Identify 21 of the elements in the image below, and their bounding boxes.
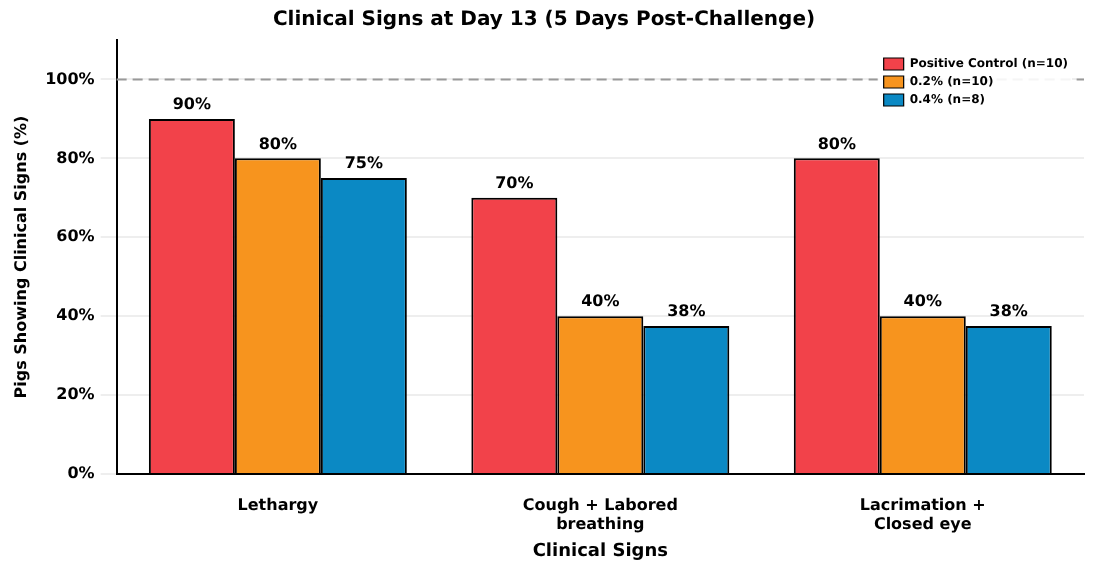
data-label: 40% bbox=[903, 292, 942, 311]
data-label: 38% bbox=[989, 302, 1028, 321]
x-axis-title: Clinical Signs bbox=[532, 541, 668, 562]
data-label: 80% bbox=[258, 134, 298, 153]
data-label: 90% bbox=[172, 95, 212, 114]
data-label: 40% bbox=[581, 292, 620, 311]
chart-title: Clinical Signs at Day 13 (5 Days Post-Challenge) bbox=[272, 9, 816, 32]
data-label: 70% bbox=[495, 173, 534, 192]
y-tick-label: 60% bbox=[56, 227, 95, 246]
data-label: 38% bbox=[667, 302, 706, 321]
x-tick-label: Lacrimation + Closed eye bbox=[859, 495, 986, 533]
data-label: 80% bbox=[817, 134, 856, 153]
y-tick-label: 100% bbox=[45, 69, 95, 88]
y-tick-label: 0% bbox=[67, 464, 95, 483]
x-tick-label: Lethargy bbox=[237, 495, 320, 514]
y-tick-label: 80% bbox=[56, 148, 95, 167]
data-label: 75% bbox=[344, 154, 383, 173]
y-tick-label: 40% bbox=[56, 306, 95, 325]
y-tick-label: 20% bbox=[56, 385, 95, 404]
y-axis-title: Pigs Showing Clinical Signs (%) bbox=[11, 115, 30, 399]
x-tick-label: Cough + Labored breathing bbox=[522, 495, 679, 533]
